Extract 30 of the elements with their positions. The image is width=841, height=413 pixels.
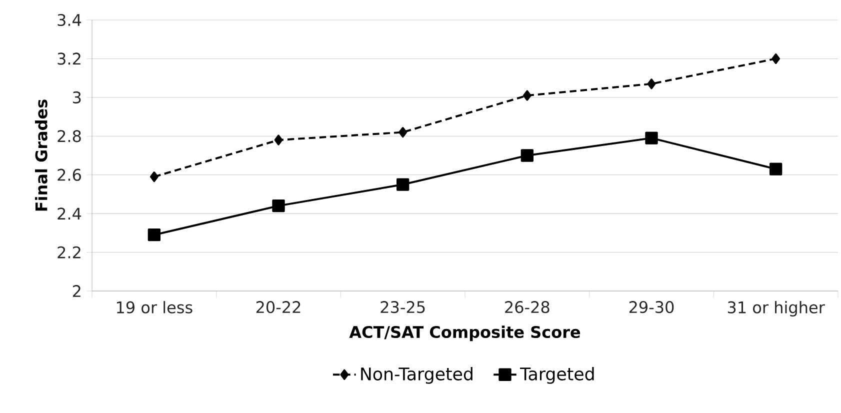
point [272,199,285,212]
point [150,172,158,182]
y-tick-label: 2.6 [58,168,81,181]
legend-label: Non-Targeted [361,367,472,384]
x-tick-label: 26-28 [505,301,550,314]
y-tick-label: 3 [73,91,81,104]
point [396,178,410,191]
y-axis-title: Final Grades [34,100,48,211]
legend-label: Targeted [520,367,594,384]
y-tick-label: 2.4 [58,208,82,220]
y-tick-label: 3.4 [58,14,82,26]
point [769,162,782,176]
point [274,134,283,146]
x-tick-label: 31 or higher [728,301,825,317]
y-tick-label: 2.2 [58,246,80,258]
point [148,228,161,242]
point [647,78,656,90]
y-tick-label: 3.2 [58,52,80,65]
x-tick-label: 20-22 [256,301,300,314]
point [522,90,532,101]
y-tick-label: 2 [72,285,80,297]
point [520,149,534,162]
x-tick-label: 23-25 [380,301,425,314]
point [772,53,780,64]
point [398,126,408,138]
point [645,132,658,144]
x-axis-title: ACT/SAT Composite Score [349,326,580,342]
x-tick-label: 29-30 [629,301,674,314]
y-tick-label: 2.8 [58,130,81,142]
x-tick-label: 19 or less [117,301,192,314]
